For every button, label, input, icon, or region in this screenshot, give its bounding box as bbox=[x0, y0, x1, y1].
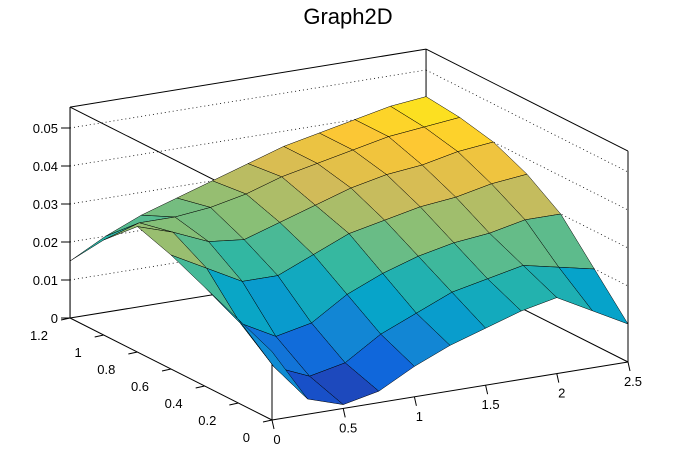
y-tick-label: 0 bbox=[243, 430, 250, 445]
z-tick-label: 0.01 bbox=[33, 273, 58, 288]
z-tick-label: 0 bbox=[51, 311, 58, 326]
x-tick-label: 1.5 bbox=[482, 397, 500, 412]
x-tick-label: 1 bbox=[416, 409, 423, 424]
y-tick-label: 0.6 bbox=[131, 379, 149, 394]
y-tick bbox=[161, 368, 172, 372]
grid-line bbox=[425, 145, 629, 249]
x-tick-label: 2.5 bbox=[624, 374, 642, 389]
y-tick bbox=[94, 334, 104, 338]
chart-title: Graph2D bbox=[303, 4, 393, 29]
z-tick-label: 0.05 bbox=[33, 121, 58, 136]
y-tick-label: 0.2 bbox=[198, 413, 216, 428]
x-tick bbox=[271, 419, 275, 430]
grid-line bbox=[69, 69, 427, 129]
y-tick-label: 1.2 bbox=[30, 328, 48, 343]
surface-mesh bbox=[69, 96, 629, 405]
y-tick bbox=[229, 402, 239, 406]
y-tick-label: 0.8 bbox=[97, 362, 115, 377]
x-tick-label: 2 bbox=[558, 386, 565, 401]
x-axis-line bbox=[271, 361, 629, 421]
y-tick bbox=[262, 419, 273, 423]
y-tick bbox=[128, 351, 138, 355]
x-tick-label: 0 bbox=[273, 432, 280, 447]
right-top-edge bbox=[425, 48, 629, 152]
surface-cell bbox=[238, 319, 308, 400]
y-tick-label: 1 bbox=[74, 345, 81, 360]
x-tick bbox=[556, 373, 560, 383]
x-tick bbox=[485, 385, 489, 395]
y-tick bbox=[195, 385, 205, 389]
y-tick-label: 0.4 bbox=[165, 396, 183, 411]
axis-ticks: 00.511.522.500.20.40.60.811.200.010.020.… bbox=[30, 121, 642, 447]
grid-line bbox=[425, 107, 629, 211]
x-tick bbox=[627, 361, 631, 372]
x-tick bbox=[342, 408, 346, 418]
back-top-edge bbox=[69, 48, 427, 108]
x-tick bbox=[413, 396, 417, 406]
z-tick-label: 0.02 bbox=[33, 235, 58, 250]
z-tick-label: 0.03 bbox=[33, 197, 58, 212]
grid-line bbox=[425, 69, 629, 173]
z-tick-label: 0.04 bbox=[33, 159, 58, 174]
x-tick-label: 0.5 bbox=[339, 420, 357, 435]
